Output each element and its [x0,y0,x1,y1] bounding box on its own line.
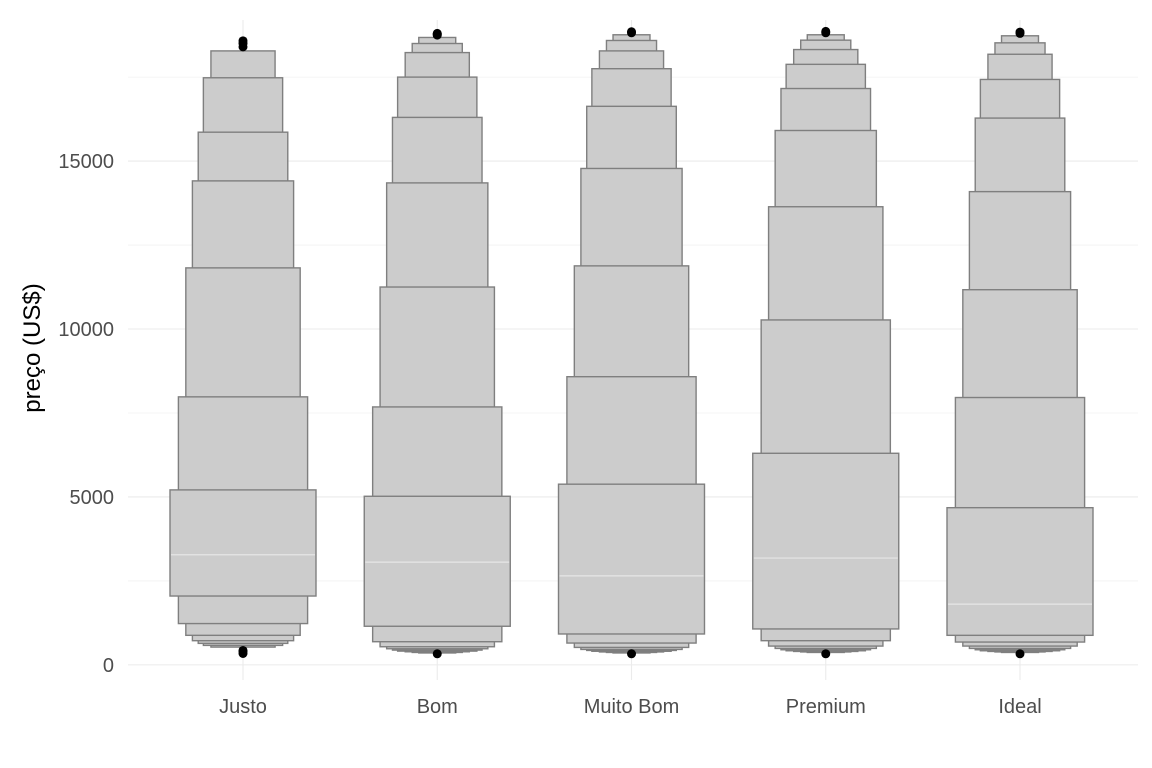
x-tick-label: Premium [786,696,866,718]
x-tick-label: Muito Bom [584,696,680,718]
y-tick-label: 5000 [70,487,115,509]
letter-value-box [753,453,899,629]
category-group-bom [364,37,510,652]
category-group-muito-bom [559,35,705,653]
outlier-point [821,27,830,36]
letter-value-box [170,490,316,596]
x-tick-labels: Justo Bom Muito Bom Premium Ideal [219,696,1042,718]
y-tick-label: 0 [103,655,114,677]
letter-value-box [559,484,705,634]
y-tick-labels: 0 5000 10000 15000 [58,151,114,677]
x-tick-label: Justo [219,696,267,718]
x-tick-label: Bom [417,696,458,718]
y-axis-title: preço (US$) [19,283,46,412]
outlier-point [433,29,442,38]
outlier-point [627,649,636,658]
y-tick-label: 15000 [58,151,114,173]
outlier-point [239,36,248,45]
outlier-point [1016,649,1025,658]
outlier-point [433,649,442,658]
letter-value-boxes [170,35,1093,653]
x-tick-label: Ideal [998,696,1041,718]
category-group-premium [753,35,899,653]
letter-value-box [947,508,1093,636]
letter-value-box [364,496,510,626]
category-group-justo [170,51,316,647]
outlier-point [821,649,830,658]
y-tick-label: 10000 [58,319,114,341]
category-group-ideal [947,36,1093,653]
outlier-point [239,646,248,655]
outlier-point [1016,28,1025,37]
outlier-point [627,27,636,36]
